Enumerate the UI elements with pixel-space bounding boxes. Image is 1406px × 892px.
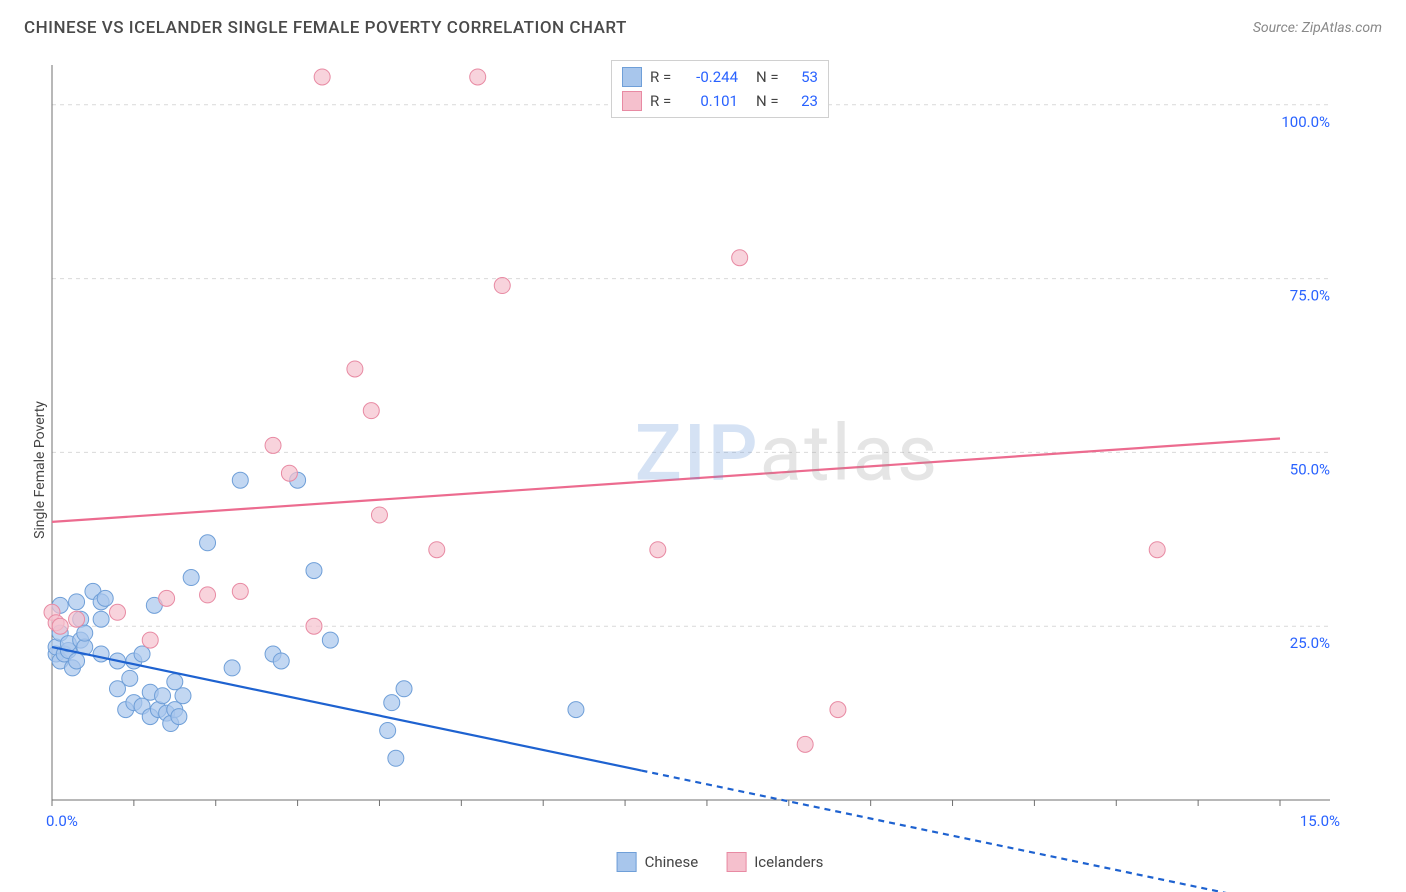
data-point-series2 bbox=[200, 587, 216, 603]
data-point-series1 bbox=[97, 590, 113, 606]
data-point-series1 bbox=[200, 535, 216, 551]
data-point-series2 bbox=[494, 278, 510, 294]
swatch-chinese bbox=[622, 67, 642, 87]
data-point-series2 bbox=[52, 618, 68, 634]
data-point-series2 bbox=[347, 361, 363, 377]
data-point-series1 bbox=[167, 674, 183, 690]
data-point-series1 bbox=[93, 611, 109, 627]
legend-label: Chinese bbox=[645, 853, 699, 871]
x-axis-min-label: 0.0% bbox=[46, 812, 78, 830]
data-point-series1 bbox=[322, 632, 338, 648]
swatch-icelanders bbox=[726, 852, 746, 872]
x-axis-max-label: 15.0% bbox=[1300, 812, 1340, 830]
chart-title: CHINESE VS ICELANDER SINGLE FEMALE POVER… bbox=[24, 18, 627, 38]
data-point-series1 bbox=[155, 688, 171, 704]
data-point-series1 bbox=[273, 653, 289, 669]
swatch-icelanders bbox=[622, 91, 642, 111]
data-point-series1 bbox=[380, 722, 396, 738]
swatch-chinese bbox=[617, 852, 637, 872]
data-point-series1 bbox=[388, 750, 404, 766]
data-point-series1 bbox=[306, 563, 322, 579]
data-point-series1 bbox=[568, 702, 584, 718]
data-point-series1 bbox=[175, 688, 191, 704]
data-point-series2 bbox=[265, 437, 281, 453]
y-tick-label: 50.0% bbox=[1290, 460, 1330, 478]
data-point-series1 bbox=[122, 670, 138, 686]
data-point-series1 bbox=[384, 695, 400, 711]
data-point-series2 bbox=[732, 250, 748, 266]
chart-area: Single Female Poverty 25.0%50.0%75.0%100… bbox=[50, 60, 1390, 880]
data-point-series2 bbox=[314, 69, 330, 85]
legend-item-icelanders: Icelanders bbox=[726, 852, 823, 872]
data-point-series1 bbox=[69, 653, 85, 669]
data-point-series2 bbox=[363, 403, 379, 419]
data-point-series2 bbox=[371, 507, 387, 523]
data-point-series1 bbox=[224, 660, 240, 676]
data-point-series2 bbox=[470, 69, 486, 85]
data-point-series2 bbox=[109, 604, 125, 620]
data-point-series1 bbox=[183, 570, 199, 586]
stats-legend: R = -0.244 N = 53 R = 0.101 N = 23 bbox=[611, 60, 829, 118]
data-point-series2 bbox=[650, 542, 666, 558]
legend-label: Icelanders bbox=[754, 853, 823, 871]
data-point-series2 bbox=[281, 465, 297, 481]
data-point-series2 bbox=[69, 611, 85, 627]
y-tick-label: 25.0% bbox=[1290, 634, 1330, 652]
data-point-series2 bbox=[830, 702, 846, 718]
trend-line-series1 bbox=[641, 771, 1280, 892]
y-axis-label: Single Female Poverty bbox=[32, 401, 48, 539]
data-point-series2 bbox=[1149, 542, 1165, 558]
series-legend: Chinese Icelanders bbox=[617, 852, 824, 872]
source-label: Source: ZipAtlas.com bbox=[1253, 20, 1382, 36]
data-point-series2 bbox=[232, 583, 248, 599]
data-point-series2 bbox=[429, 542, 445, 558]
data-point-series1 bbox=[232, 472, 248, 488]
data-point-series1 bbox=[69, 594, 85, 610]
data-point-series1 bbox=[171, 709, 187, 725]
stats-row-icelanders: R = 0.101 N = 23 bbox=[622, 89, 818, 113]
y-tick-label: 75.0% bbox=[1290, 287, 1330, 305]
scatter-plot: 25.0% 50.0% 75.0% 100.0% bbox=[50, 60, 1340, 870]
data-point-series1 bbox=[77, 625, 93, 641]
data-point-series2 bbox=[159, 590, 175, 606]
data-point-series2 bbox=[306, 618, 322, 634]
data-point-series2 bbox=[142, 632, 158, 648]
data-point-series1 bbox=[396, 681, 412, 697]
stats-row-chinese: R = -0.244 N = 53 bbox=[622, 65, 818, 89]
data-point-series1 bbox=[134, 646, 150, 662]
data-point-series2 bbox=[797, 736, 813, 752]
y-tick-label: 100.0% bbox=[1281, 113, 1330, 131]
legend-item-chinese: Chinese bbox=[617, 852, 699, 872]
